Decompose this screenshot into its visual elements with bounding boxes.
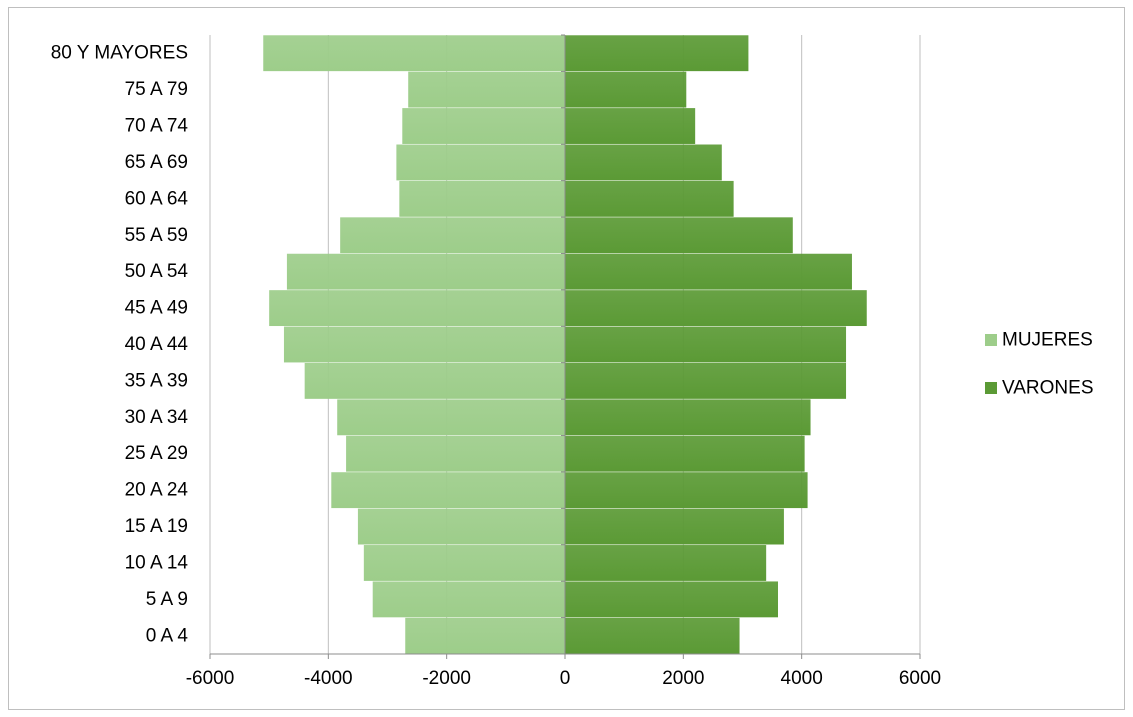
bar-varones — [565, 581, 778, 618]
bar-mujeres — [286, 253, 565, 290]
bar-varones — [565, 617, 740, 654]
category-label: 65 A 69 — [125, 152, 188, 173]
category-label: 20 A 24 — [125, 480, 189, 501]
legend-label: MUJERES — [1002, 330, 1093, 351]
bar-varones — [565, 217, 793, 254]
bar-mujeres — [304, 362, 565, 399]
bar-mujeres — [283, 326, 565, 363]
legend-swatch — [985, 334, 997, 346]
category-label: 75 A 79 — [125, 79, 188, 100]
bar-mujeres — [402, 108, 565, 144]
category-label: 80 Y MAYORES — [51, 43, 188, 64]
bar-mujeres — [269, 290, 565, 327]
bar-mujeres — [337, 399, 565, 436]
bar-varones — [565, 326, 847, 363]
x-tick-label: 4000 — [781, 668, 823, 689]
bar-varones — [565, 253, 852, 290]
category-label: 55 A 59 — [125, 225, 188, 246]
bar-mujeres — [263, 35, 565, 72]
bar-varones — [565, 35, 749, 72]
axes — [209, 34, 921, 659]
category-label: 25 A 29 — [125, 443, 188, 464]
bar-mujeres — [340, 217, 565, 254]
bar-varones — [565, 545, 767, 581]
bar-mujeres — [346, 435, 565, 472]
bar-mujeres — [357, 508, 565, 545]
bar-varones — [565, 108, 696, 144]
x-tick-label: 2000 — [662, 668, 704, 689]
x-tick-label: 6000 — [899, 668, 941, 689]
bar-varones — [565, 144, 722, 181]
category-label: 10 A 14 — [125, 552, 189, 573]
legend-swatch — [985, 382, 997, 394]
bar-mujeres — [372, 581, 565, 618]
category-labels: 0 A 4 5 A 9 10 A 14 15 A 19 20 A 24 25 A 29 30… — [51, 43, 189, 647]
category-label: 30 A 34 — [125, 407, 189, 428]
category-label: 0 A 4 — [146, 625, 189, 646]
x-tick-label: -2000 — [422, 668, 471, 689]
category-label: 35 A 39 — [125, 370, 188, 391]
x-tick-label: -4000 — [304, 668, 353, 689]
bar-mujeres — [399, 180, 565, 217]
bar-mujeres — [363, 545, 565, 581]
bar-varones — [565, 508, 784, 545]
x-tick-label: -6000 — [186, 668, 235, 689]
legend-label: VARONES — [1002, 378, 1094, 399]
category-label: 45 A 49 — [125, 298, 188, 319]
category-label: 70 A 74 — [125, 116, 189, 137]
bar-mujeres — [331, 472, 565, 509]
bar-varones — [565, 435, 805, 472]
bar-varones — [565, 180, 734, 217]
category-label: 40 A 44 — [125, 334, 189, 355]
bar-varones — [565, 362, 847, 399]
category-label: 5 A 9 — [146, 589, 188, 610]
bar-varones — [565, 71, 687, 108]
category-label: 50 A 54 — [125, 261, 189, 282]
bar-varones — [565, 290, 867, 327]
legend: MUJERES VARONES — [985, 330, 1094, 399]
bar-mujeres — [408, 71, 565, 108]
bar-mujeres — [405, 617, 565, 654]
bar-varones — [565, 472, 808, 509]
bars — [263, 35, 867, 654]
x-tick-label: 0 — [560, 668, 571, 689]
bar-mujeres — [396, 144, 565, 181]
x-tick-labels: -6000 -4000 -2000 0 2000 4000 6000 — [186, 668, 941, 689]
category-label: 60 A 64 — [125, 188, 189, 209]
category-label: 15 A 19 — [125, 516, 188, 537]
bar-varones — [565, 399, 811, 436]
